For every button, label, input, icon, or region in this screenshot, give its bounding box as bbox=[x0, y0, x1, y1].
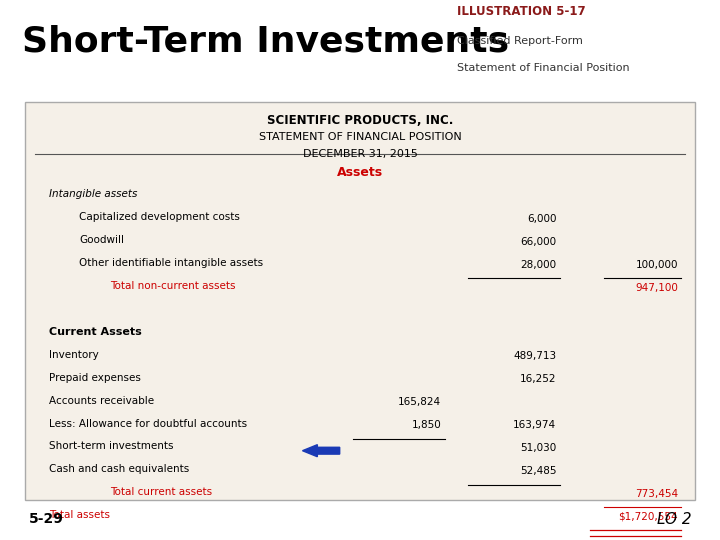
Text: SCIENTIFIC PRODUCTS, INC.: SCIENTIFIC PRODUCTS, INC. bbox=[267, 114, 453, 127]
Text: Total non-current assets: Total non-current assets bbox=[109, 281, 235, 291]
Text: 165,824: 165,824 bbox=[398, 397, 441, 407]
Text: 52,485: 52,485 bbox=[520, 466, 557, 476]
Text: Other identifiable intangible assets: Other identifiable intangible assets bbox=[79, 258, 264, 268]
Text: 489,713: 489,713 bbox=[513, 352, 557, 361]
Text: 16,252: 16,252 bbox=[520, 374, 557, 384]
Text: 5-29: 5-29 bbox=[29, 512, 63, 526]
FancyArrow shape bbox=[302, 444, 340, 457]
Text: STATEMENT OF FINANCIAL POSITION: STATEMENT OF FINANCIAL POSITION bbox=[258, 132, 462, 143]
Text: 100,000: 100,000 bbox=[636, 260, 678, 269]
Text: LO 2: LO 2 bbox=[657, 512, 691, 526]
Text: Assets: Assets bbox=[337, 166, 383, 179]
Text: Cash and cash equivalents: Cash and cash equivalents bbox=[49, 464, 189, 474]
Text: 6,000: 6,000 bbox=[527, 214, 557, 224]
Text: 66,000: 66,000 bbox=[520, 237, 557, 247]
Text: 773,454: 773,454 bbox=[635, 489, 678, 499]
Text: Less: Allowance for doubtful accounts: Less: Allowance for doubtful accounts bbox=[49, 418, 247, 429]
Text: $1,720,554: $1,720,554 bbox=[618, 512, 678, 522]
Text: Inventory: Inventory bbox=[49, 350, 99, 360]
Text: Capitalized development costs: Capitalized development costs bbox=[79, 212, 240, 222]
Text: 947,100: 947,100 bbox=[635, 282, 678, 293]
Text: 163,974: 163,974 bbox=[513, 420, 557, 430]
Text: Total current assets: Total current assets bbox=[109, 487, 212, 497]
Text: Accounts receivable: Accounts receivable bbox=[49, 396, 154, 406]
Text: ILLUSTRATION 5-17: ILLUSTRATION 5-17 bbox=[457, 5, 586, 18]
Text: Statement of Financial Position: Statement of Financial Position bbox=[457, 63, 630, 73]
Text: 51,030: 51,030 bbox=[520, 443, 557, 453]
Text: Prepaid expenses: Prepaid expenses bbox=[49, 373, 140, 383]
FancyBboxPatch shape bbox=[25, 102, 695, 500]
Text: Current Assets: Current Assets bbox=[49, 327, 141, 337]
Text: 1,850: 1,850 bbox=[411, 420, 441, 430]
Text: Classified Report-Form: Classified Report-Form bbox=[457, 36, 583, 46]
Text: Short-Term Investments: Short-Term Investments bbox=[22, 24, 509, 58]
Text: DECEMBER 31, 2015: DECEMBER 31, 2015 bbox=[302, 150, 418, 159]
Text: Intangible assets: Intangible assets bbox=[49, 189, 137, 199]
Text: Goodwill: Goodwill bbox=[79, 235, 124, 245]
Text: 28,000: 28,000 bbox=[520, 260, 557, 269]
Text: Total assets: Total assets bbox=[49, 510, 109, 520]
Text: Short-term investments: Short-term investments bbox=[49, 442, 174, 451]
